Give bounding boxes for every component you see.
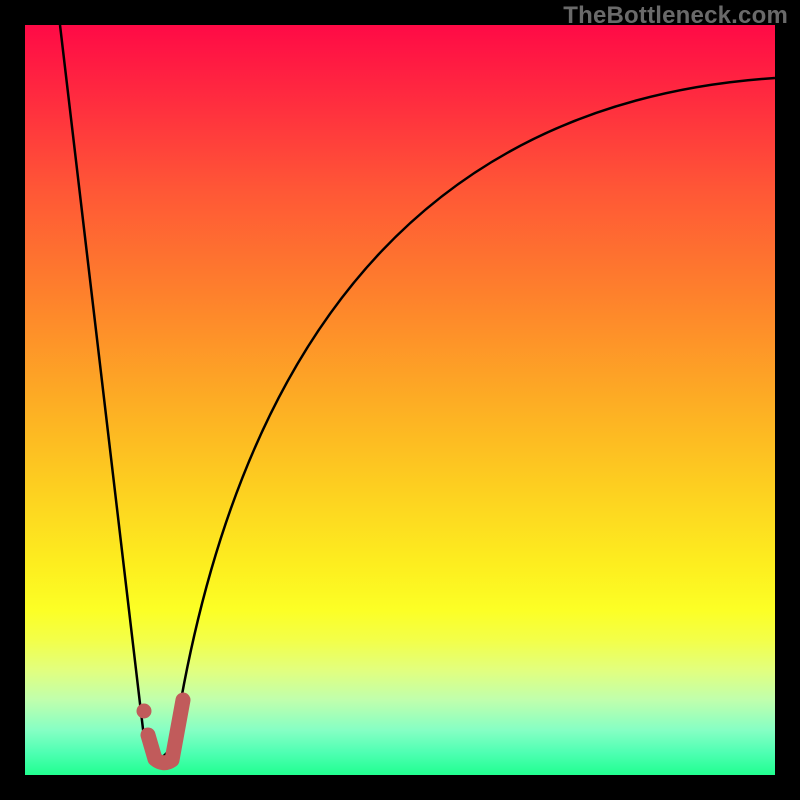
watermark-text: TheBottleneck.com xyxy=(563,2,788,30)
plot-background xyxy=(25,25,775,775)
marker-dot-icon xyxy=(137,704,152,719)
bottleneck-chart xyxy=(0,0,800,800)
